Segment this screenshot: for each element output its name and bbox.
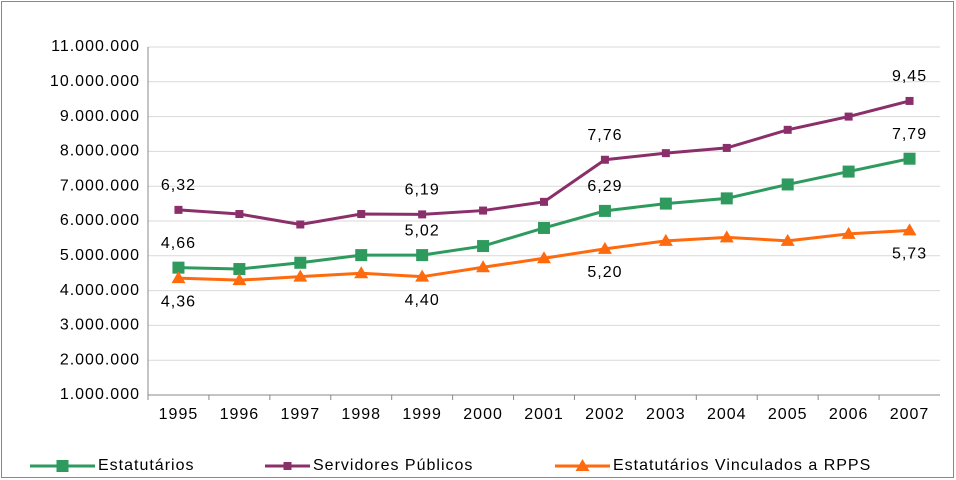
data-point xyxy=(357,210,366,219)
data-point xyxy=(171,271,186,284)
x-tick-label: 1996 xyxy=(220,406,260,423)
data-label: 9,45 xyxy=(892,68,927,85)
data-point xyxy=(841,226,856,239)
legend-label: Estatutários xyxy=(98,457,194,474)
y-tick-label: 6.000.000 xyxy=(60,212,140,229)
data-point xyxy=(842,165,855,178)
data-point xyxy=(294,256,307,269)
data-point xyxy=(233,263,246,276)
y-tick-label: 4.000.000 xyxy=(60,282,140,299)
data-point xyxy=(722,143,731,152)
data-label: 6,29 xyxy=(587,178,622,195)
data-point xyxy=(232,273,247,286)
y-tick-label: 5.000.000 xyxy=(60,247,140,264)
data-point xyxy=(905,96,914,105)
y-tick-label: 11.000.000 xyxy=(51,38,140,55)
data-label: 4,36 xyxy=(161,293,196,310)
legend-marker xyxy=(56,460,69,472)
data-point xyxy=(293,269,308,282)
data-point xyxy=(416,249,429,262)
data-point xyxy=(719,230,734,243)
legend-marker xyxy=(575,459,590,471)
data-label: 4,40 xyxy=(405,292,440,309)
data-point xyxy=(659,197,672,210)
x-tick-label: 2005 xyxy=(768,406,808,423)
data-point xyxy=(418,210,427,219)
data-point xyxy=(780,233,795,246)
data-point xyxy=(479,206,488,215)
x-tick-label: 2001 xyxy=(524,406,564,423)
data-point xyxy=(235,210,244,219)
data-point xyxy=(476,260,491,273)
data-point xyxy=(174,205,183,214)
y-tick-label: 1.000.000 xyxy=(60,386,140,403)
x-tick-label: 1999 xyxy=(402,406,442,423)
x-tick-label: 2004 xyxy=(707,406,747,423)
data-label: 5,73 xyxy=(892,246,927,263)
data-point xyxy=(355,249,368,262)
data-point xyxy=(783,125,792,134)
y-tick-label: 2.000.000 xyxy=(60,351,140,368)
data-point xyxy=(661,149,670,158)
legend-label: Servidores Públicos xyxy=(313,457,473,474)
data-point xyxy=(600,155,609,164)
data-point xyxy=(537,251,551,264)
y-tick-label: 9.000.000 xyxy=(60,108,140,125)
data-point xyxy=(658,233,673,246)
y-tick-label: 10.000.000 xyxy=(50,73,140,90)
data-point xyxy=(477,240,490,253)
data-point xyxy=(415,269,430,282)
x-tick-label: 2002 xyxy=(585,406,625,423)
data-point xyxy=(781,178,794,191)
legend-marker xyxy=(283,462,292,470)
data-point xyxy=(538,221,550,234)
x-tick-label: 1998 xyxy=(341,406,381,423)
x-tick-label: 2007 xyxy=(890,406,930,423)
x-tick-label: 2000 xyxy=(463,406,503,423)
y-tick-label: 7.000.000 xyxy=(60,177,140,194)
y-tick-label: 8.000.000 xyxy=(60,143,140,160)
data-point xyxy=(844,112,853,121)
data-label: 5,02 xyxy=(405,222,440,239)
data-point xyxy=(354,266,369,279)
data-point xyxy=(296,220,305,229)
data-point xyxy=(172,261,185,274)
data-point xyxy=(903,152,916,165)
data-label: 6,32 xyxy=(161,177,196,194)
data-point xyxy=(902,223,917,236)
data-point xyxy=(598,204,611,217)
data-label: 6,19 xyxy=(405,182,440,199)
data-label: 5,20 xyxy=(587,264,622,281)
x-tick-label: 1995 xyxy=(159,406,199,423)
x-tick-label: 2003 xyxy=(646,406,686,423)
x-tick-label: 1997 xyxy=(281,406,321,423)
data-point xyxy=(540,197,548,206)
data-label: 7,79 xyxy=(892,126,927,143)
data-label: 7,76 xyxy=(587,127,622,144)
legend-label: Estatutários Vinculados a RPPS xyxy=(613,457,871,474)
data-point xyxy=(720,192,733,205)
data-point xyxy=(597,241,612,254)
y-tick-label: 3.000.000 xyxy=(60,317,140,334)
x-tick-label: 2006 xyxy=(829,406,869,423)
data-label: 4,66 xyxy=(161,235,196,252)
